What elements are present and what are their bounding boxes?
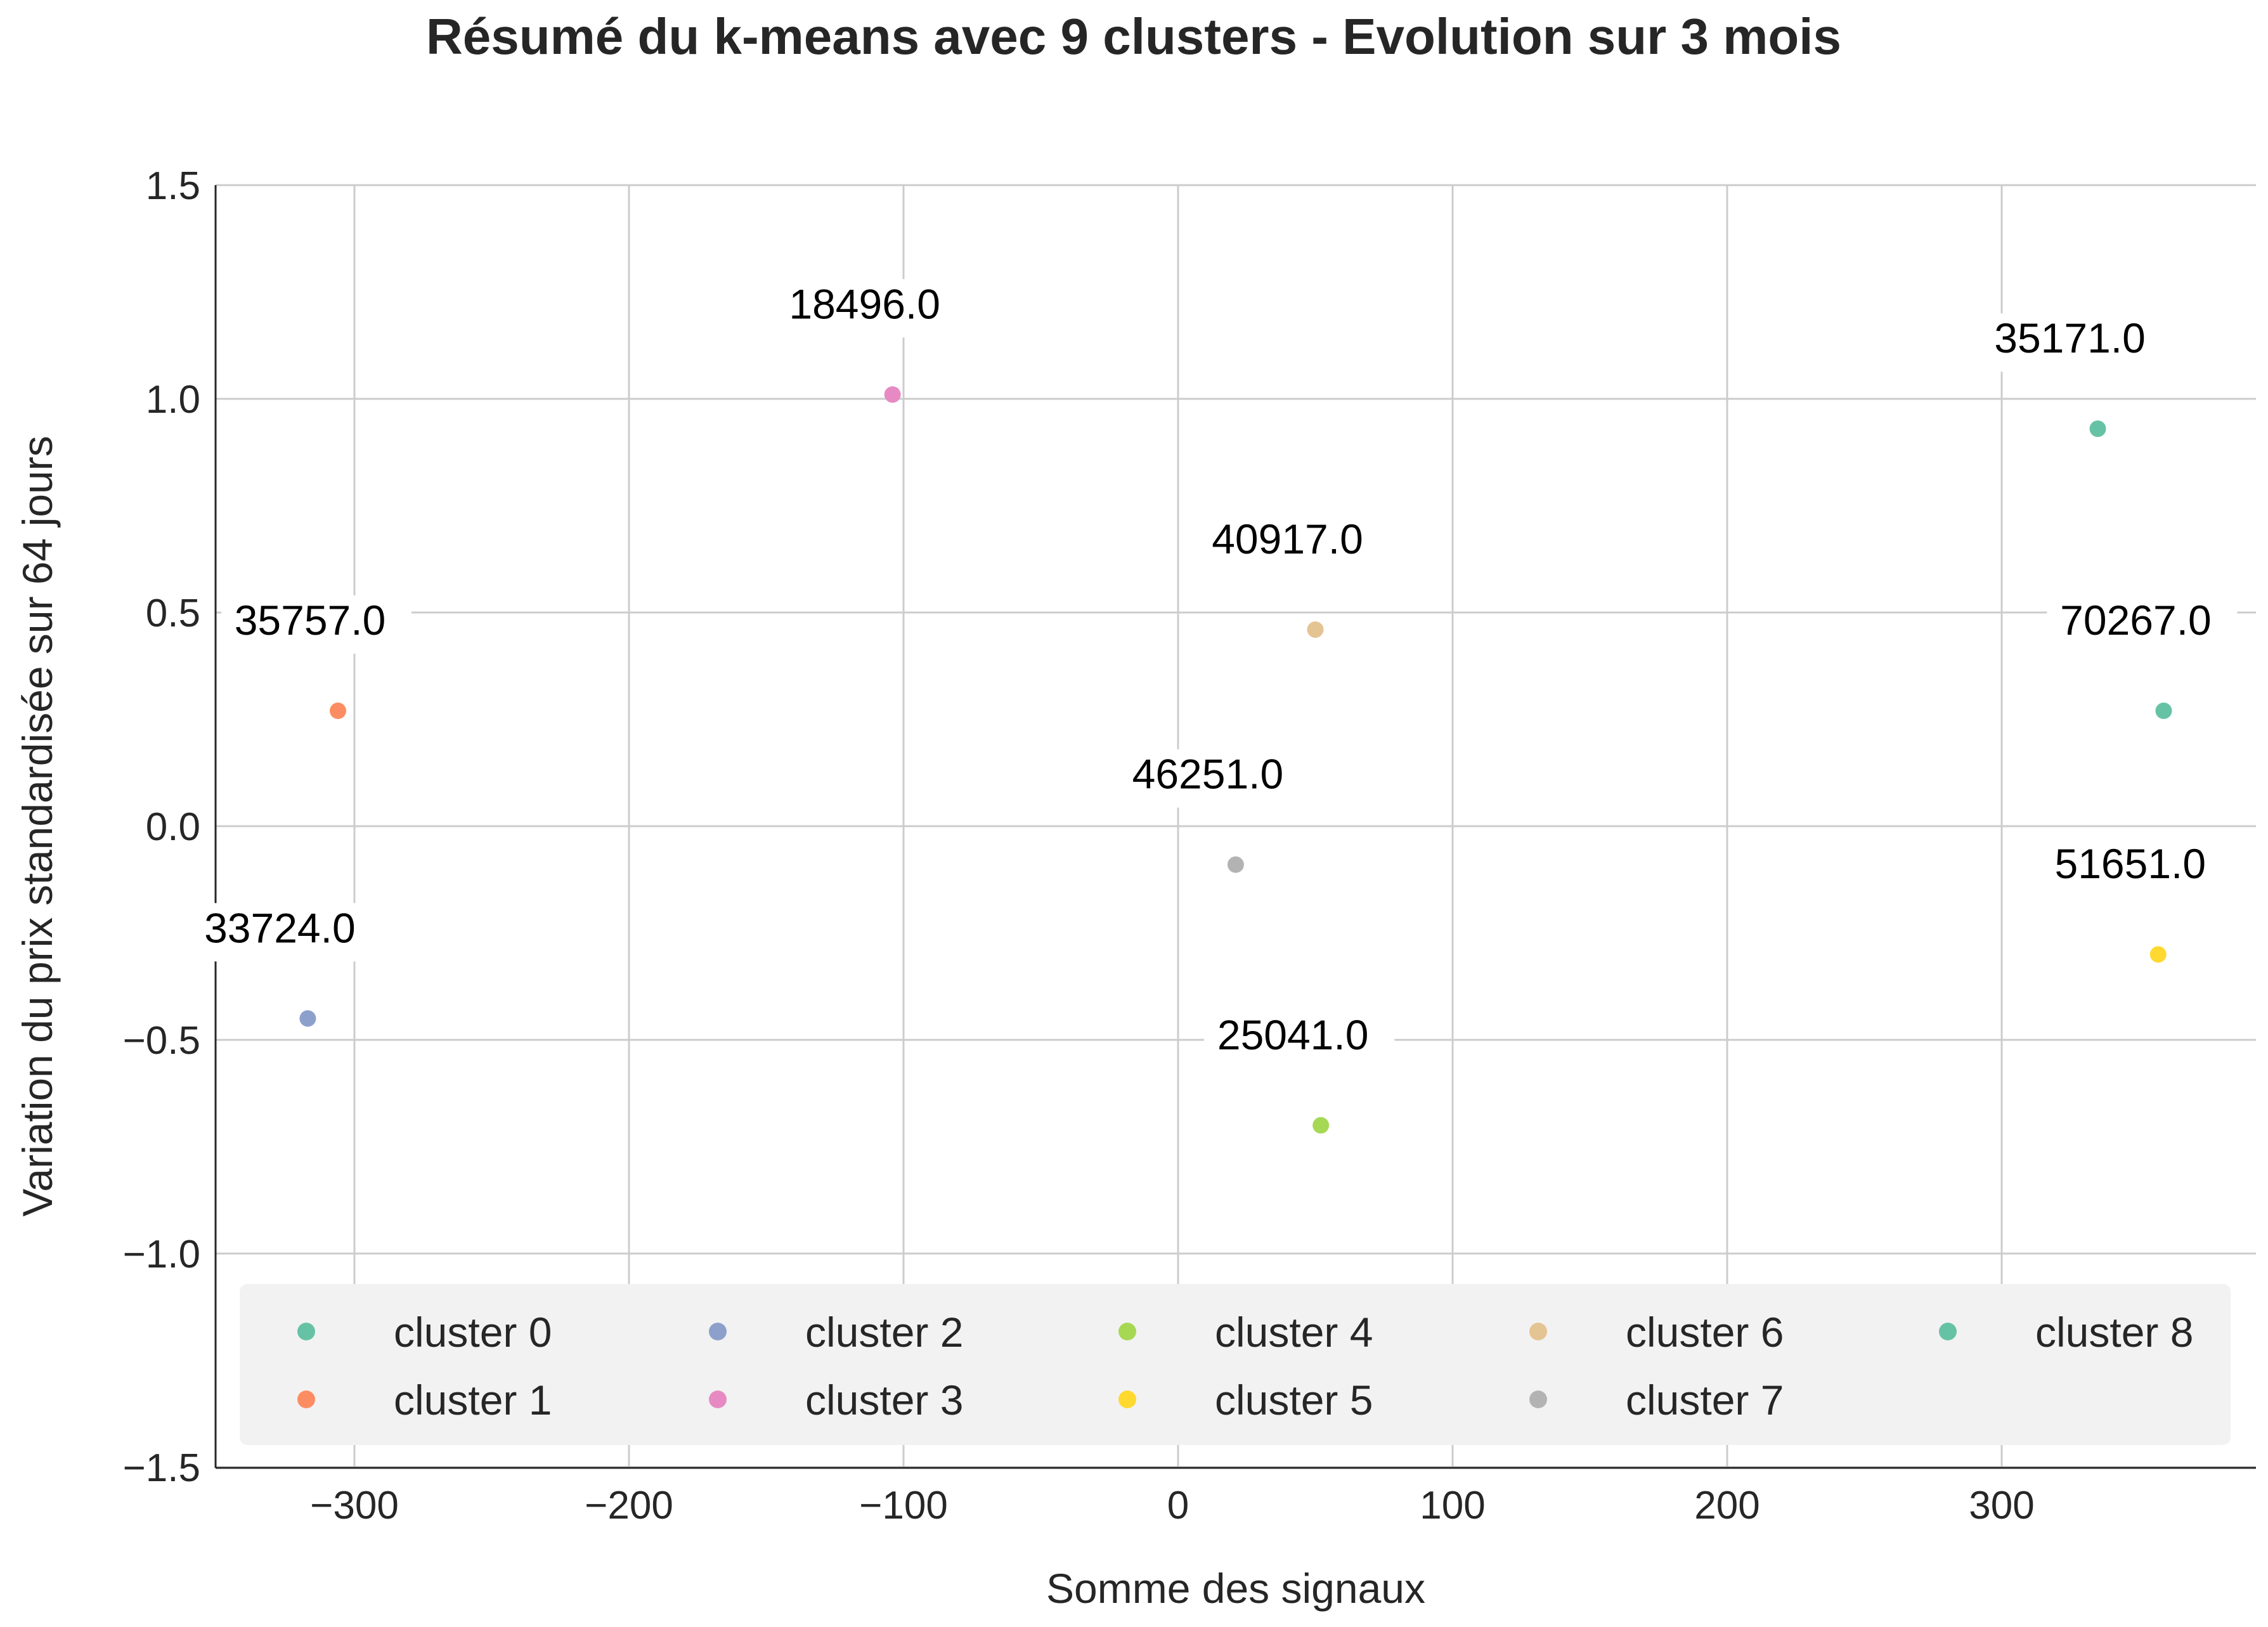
legend-marker: [1529, 1323, 1547, 1340]
annotation-background: [1981, 313, 2172, 372]
point-annotation: 40917.0: [1212, 515, 1363, 562]
legend-box: [240, 1284, 2231, 1445]
legend-marker: [1939, 1323, 1957, 1340]
y-axis-label: Variation du prix standardisée sur 64 jo…: [14, 436, 61, 1216]
data-point: [1307, 621, 1324, 638]
legend: cluster 0 cluster 1 cluster 2 cluster 3 clus…: [240, 1284, 2231, 1445]
legend-label: cluster 6: [1626, 1309, 1784, 1356]
legend-label: cluster 2: [805, 1309, 963, 1356]
annotation-layer: 35171.0 35757.0 33724.0 18496.0 25041.0 51651…: [191, 279, 2238, 1068]
x-tick-label: −200: [585, 1484, 673, 1527]
point-annotation: 25041.0: [1217, 1011, 1369, 1058]
data-point: [2149, 946, 2167, 963]
x-tick-label: 100: [1420, 1484, 1485, 1527]
data-point: [330, 703, 347, 720]
x-tick-label: −100: [859, 1484, 948, 1527]
x-tick-label: 0: [1167, 1484, 1189, 1527]
point-annotation: 18496.0: [789, 280, 940, 327]
annotation-background: [775, 279, 966, 338]
y-tick-label: −1.5: [123, 1446, 200, 1490]
point-layer: [299, 386, 2172, 1134]
legend-label: cluster 7: [1626, 1377, 1784, 1423]
annotation-background: [1198, 514, 1389, 573]
annotation-background: [221, 595, 412, 654]
legend-label: cluster 1: [394, 1377, 552, 1423]
legend-marker: [297, 1323, 315, 1340]
grid-layer: [216, 184, 2256, 1468]
tick-layer: −300 −200 −100 0 100 200 300 −1.5 −1.0 −0.5 0.0 0.5…: [123, 164, 2035, 1527]
annotation-background: [1204, 1009, 1395, 1068]
legend-marker: [297, 1390, 315, 1408]
annotation-background: [191, 903, 382, 962]
data-point: [884, 386, 901, 403]
data-point: [2089, 420, 2106, 438]
legend-label: cluster 8: [2035, 1309, 2193, 1356]
legend-marker: [1118, 1323, 1136, 1340]
y-tick-label: −1.0: [123, 1233, 200, 1276]
legend-label: cluster 3: [805, 1377, 963, 1423]
data-point: [2155, 703, 2172, 720]
point-annotation: 70267.0: [2060, 597, 2212, 644]
x-axis-label: Somme des signaux: [1046, 1565, 1425, 1612]
point-annotation: 35171.0: [1994, 314, 2146, 361]
y-tick-label: 1.5: [146, 164, 200, 208]
point-annotation: 35757.0: [235, 597, 386, 644]
annotation-background: [2047, 595, 2238, 654]
x-tick-label: 200: [1694, 1484, 1759, 1527]
legend-marker: [709, 1323, 727, 1340]
chart-title: Résumé du k-means avec 9 clusters - Evol…: [426, 8, 1841, 65]
legend-marker: [1529, 1390, 1547, 1408]
point-annotation: 51651.0: [2055, 840, 2206, 887]
legend-label: cluster 0: [394, 1309, 552, 1356]
y-tick-label: 0.0: [146, 805, 200, 849]
data-point: [299, 1010, 316, 1027]
y-tick-label: 1.0: [146, 378, 200, 422]
legend-marker: [709, 1390, 727, 1408]
legend-label: cluster 5: [1215, 1377, 1373, 1423]
data-point: [1227, 856, 1244, 873]
annotation-background: [1118, 749, 1309, 808]
point-annotation: 46251.0: [1132, 751, 1284, 798]
legend-marker: [1118, 1390, 1136, 1408]
annotation-background: [2041, 839, 2232, 898]
x-tick-label: 300: [1969, 1484, 2034, 1527]
x-tick-label: −300: [310, 1484, 399, 1527]
y-tick-label: 0.5: [146, 592, 200, 635]
legend-label: cluster 4: [1215, 1309, 1373, 1356]
data-point: [1312, 1117, 1330, 1134]
point-annotation: 33724.0: [204, 904, 356, 951]
y-tick-label: −0.5: [123, 1019, 200, 1063]
